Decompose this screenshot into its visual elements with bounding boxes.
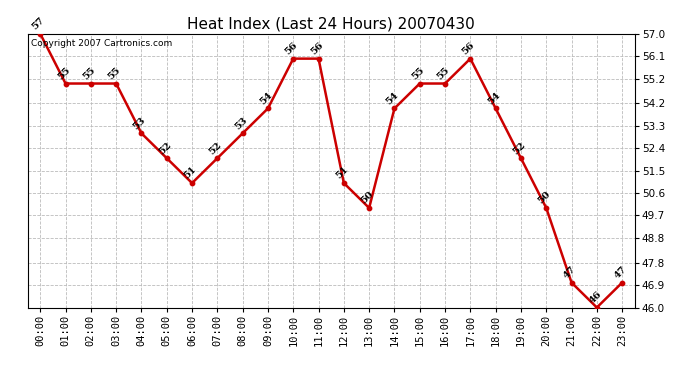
Text: 56: 56	[309, 40, 325, 57]
Text: 51: 51	[182, 165, 198, 181]
Text: 55: 55	[81, 66, 97, 81]
Text: 51: 51	[334, 165, 350, 181]
Text: 47: 47	[613, 264, 629, 280]
Point	[440, 81, 451, 87]
Text: Copyright 2007 Cartronics.com: Copyright 2007 Cartronics.com	[30, 39, 172, 48]
Point	[136, 130, 147, 136]
Point	[617, 280, 628, 286]
Text: 52: 52	[208, 140, 224, 156]
Text: 55: 55	[410, 66, 426, 81]
Point	[515, 155, 526, 161]
Title: Heat Index (Last 24 Hours) 20070430: Heat Index (Last 24 Hours) 20070430	[187, 16, 475, 31]
Point	[60, 81, 71, 87]
Point	[186, 180, 197, 186]
Text: 46: 46	[587, 290, 603, 305]
Point	[262, 105, 273, 111]
Text: 54: 54	[486, 90, 502, 106]
Text: 55: 55	[56, 66, 72, 81]
Point	[591, 304, 602, 310]
Text: 56: 56	[461, 40, 477, 57]
Point	[212, 155, 223, 161]
Text: 52: 52	[511, 140, 527, 156]
Point	[34, 31, 46, 37]
Point	[110, 81, 121, 87]
Point	[566, 280, 577, 286]
Text: 50: 50	[537, 190, 553, 206]
Text: 56: 56	[284, 40, 299, 57]
Point	[237, 130, 248, 136]
Point	[86, 81, 97, 87]
Point	[465, 56, 476, 62]
Point	[414, 81, 425, 87]
Text: 55: 55	[106, 66, 122, 81]
Text: 54: 54	[385, 90, 401, 106]
Text: 55: 55	[435, 66, 451, 81]
Text: 54: 54	[258, 90, 274, 106]
Text: 50: 50	[359, 190, 375, 206]
Text: 53: 53	[132, 115, 148, 131]
Point	[364, 205, 375, 211]
Point	[338, 180, 349, 186]
Text: 53: 53	[233, 115, 249, 131]
Point	[288, 56, 299, 62]
Text: 47: 47	[562, 264, 578, 280]
Point	[541, 205, 552, 211]
Point	[161, 155, 172, 161]
Text: 57: 57	[30, 16, 46, 32]
Text: 52: 52	[157, 140, 173, 156]
Point	[389, 105, 400, 111]
Point	[313, 56, 324, 62]
Point	[490, 105, 501, 111]
